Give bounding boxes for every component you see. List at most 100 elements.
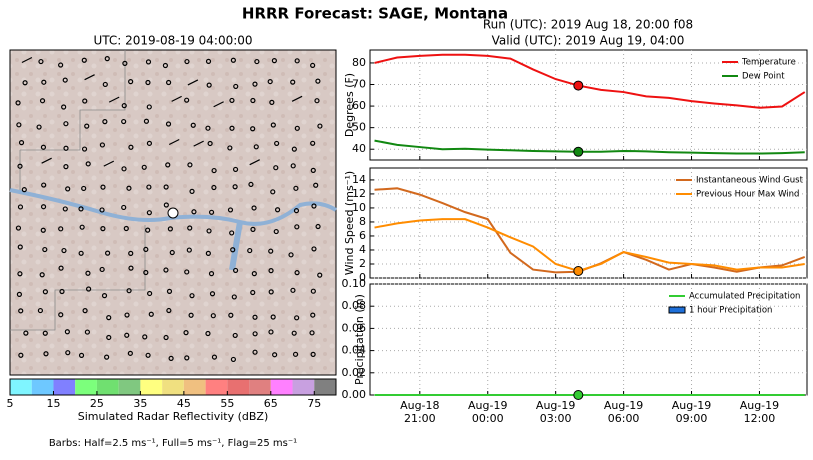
- station: [273, 228, 279, 235]
- y-tick-label: 6: [359, 229, 366, 242]
- station: [267, 78, 273, 85]
- station: [79, 224, 85, 230]
- colorbar-cell: [227, 379, 250, 395]
- colorbar-cell: [53, 379, 76, 395]
- station: [291, 330, 297, 336]
- station: [65, 186, 71, 192]
- wind-barb: [193, 140, 204, 147]
- station: [17, 271, 23, 277]
- station: [165, 121, 172, 127]
- station: [146, 210, 152, 216]
- y-tick-label: 0: [359, 271, 366, 284]
- station: [209, 291, 216, 297]
- wind-barb: [171, 95, 182, 102]
- station: [78, 250, 84, 256]
- station: [145, 59, 152, 65]
- wind-barb: [291, 95, 303, 102]
- station: [310, 351, 316, 357]
- station: [229, 125, 235, 131]
- station: [232, 166, 239, 173]
- station: [184, 58, 190, 65]
- station: [84, 123, 90, 129]
- station: [23, 330, 29, 336]
- station: [210, 313, 216, 319]
- y-tick-label: 0.02: [342, 366, 367, 379]
- station: [310, 288, 316, 294]
- plot-area: [369, 167, 808, 279]
- station: [184, 355, 190, 361]
- station: [100, 184, 106, 190]
- y-tick-label: 40: [352, 142, 366, 155]
- river: [9, 188, 338, 226]
- station: [121, 118, 127, 125]
- current-marker: [573, 146, 584, 157]
- colorbar-cell: [31, 379, 54, 395]
- station: [63, 121, 69, 127]
- station: [123, 225, 129, 232]
- map: [9, 49, 338, 376]
- colorbar-tick-label: 15: [46, 397, 60, 410]
- station: [230, 247, 236, 253]
- station: [227, 207, 234, 213]
- y-tick-label: 80: [352, 56, 366, 69]
- station: [22, 80, 28, 86]
- station: [81, 185, 87, 192]
- station: [293, 208, 300, 214]
- y-tick-label: 60: [352, 99, 366, 112]
- wind-barb: [108, 96, 120, 103]
- station: [85, 286, 92, 292]
- station: [310, 140, 316, 146]
- station: [147, 290, 153, 297]
- station: [128, 265, 134, 271]
- station: [167, 226, 173, 232]
- x-tick-label: Aug-19 03:00: [535, 399, 576, 425]
- station: [248, 181, 254, 188]
- station: [162, 62, 169, 69]
- station: [17, 204, 24, 210]
- station: [145, 352, 151, 358]
- station: [58, 62, 64, 68]
- station: [41, 182, 47, 188]
- station: [233, 83, 239, 90]
- colorbar-cell: [140, 379, 163, 395]
- station: [310, 62, 316, 69]
- station: [211, 354, 218, 360]
- station: [39, 272, 45, 278]
- station: [163, 184, 169, 190]
- station: [250, 226, 256, 232]
- y-tick-label: 4: [359, 243, 366, 256]
- station: [78, 352, 85, 358]
- station: [122, 60, 128, 66]
- station: [61, 104, 67, 110]
- colorbar-cell: [314, 379, 336, 395]
- wind-barb: [168, 138, 180, 146]
- colorbar-cell: [270, 379, 293, 395]
- station: [143, 118, 150, 124]
- station: [126, 288, 132, 294]
- wind-barb: [41, 157, 52, 164]
- station: [208, 209, 215, 215]
- x-tick-label: Aug-19 06:00: [603, 399, 644, 425]
- station: [43, 351, 49, 357]
- station: [315, 223, 321, 230]
- colorbar-cell: [118, 379, 141, 395]
- station: [208, 271, 215, 277]
- current-marker: [573, 265, 584, 276]
- legend-label: Temperature: [741, 58, 796, 68]
- figure-title: HRRR Forecast: SAGE, Montana: [242, 5, 508, 23]
- station: [191, 209, 197, 215]
- station: [251, 271, 257, 277]
- station: [232, 332, 238, 339]
- plot-area: [369, 283, 808, 396]
- colorbar-tick-label: 35: [133, 397, 147, 410]
- station: [232, 267, 239, 274]
- station: [317, 123, 323, 129]
- station: [104, 56, 110, 62]
- station: [121, 103, 127, 109]
- station: [311, 203, 317, 209]
- station: [250, 126, 256, 132]
- station: [42, 246, 48, 253]
- station: [168, 355, 174, 361]
- station: [229, 97, 235, 104]
